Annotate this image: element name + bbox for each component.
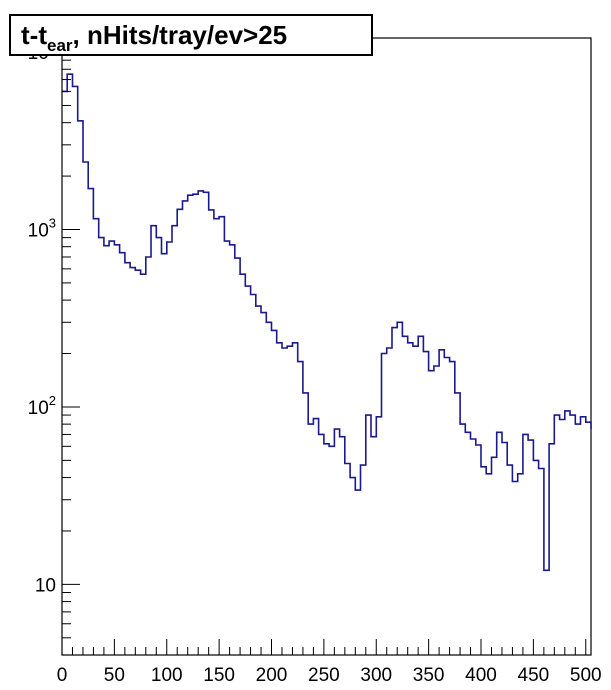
y-tick-label: 103 <box>28 215 56 241</box>
x-tick-label: 150 <box>203 665 235 686</box>
y-tick-label: 102 <box>28 393 56 419</box>
y-tick-base: 10 <box>28 398 49 419</box>
y-tick-exponent: 2 <box>49 393 56 408</box>
x-tick-label: 500 <box>570 665 602 686</box>
y-tick-exponent: 3 <box>49 215 56 230</box>
x-tick-label: 400 <box>465 665 497 686</box>
chart-title: t-tear, nHits/tray/ev>25 <box>9 14 373 56</box>
x-tick-label: 250 <box>308 665 340 686</box>
title-subscript: ear <box>46 36 73 55</box>
title-prefix: t-t <box>21 20 47 50</box>
y-tick-label: 10 <box>35 575 56 596</box>
y-tick-base: 10 <box>28 220 49 241</box>
series-line <box>62 73 592 572</box>
x-tick-label: 200 <box>256 665 288 686</box>
y-axis-ticks: 10102103104 <box>28 38 80 656</box>
x-axis-ticks: 0 50 100 150 200 250 300 350 400 450 500 <box>57 639 602 686</box>
data-series <box>62 73 592 572</box>
x-tick-label: 0 <box>57 665 68 686</box>
x-tick-label: 350 <box>413 665 445 686</box>
x-tick-label: 50 <box>104 665 125 686</box>
title-suffix: , nHits/tray/ev>25 <box>72 20 288 50</box>
x-tick-label: 300 <box>360 665 392 686</box>
x-tick-label: 100 <box>151 665 183 686</box>
x-tick-label: 450 <box>518 665 550 686</box>
plot-axes <box>61 37 592 656</box>
plot-frame <box>61 37 592 656</box>
